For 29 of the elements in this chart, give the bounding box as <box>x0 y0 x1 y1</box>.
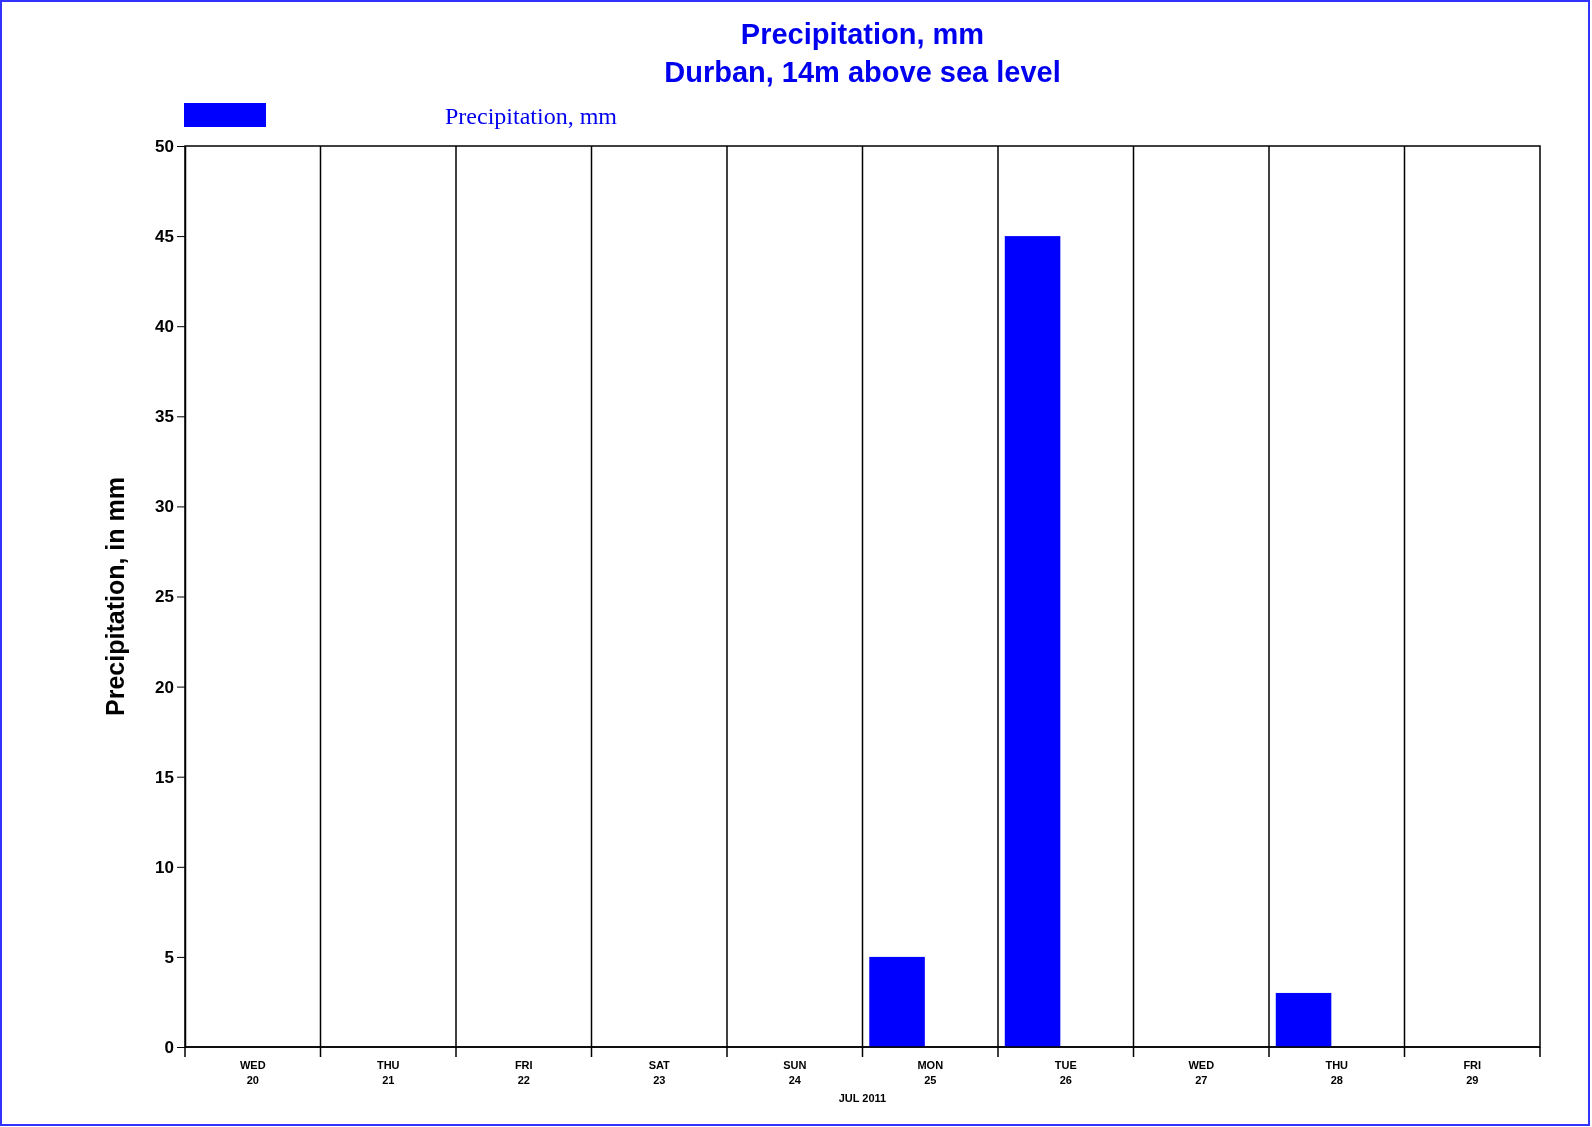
x-tick-label: FRI 22 <box>514 1059 533 1086</box>
text: Precipitation, mm <box>445 103 618 129</box>
bar <box>1004 236 1061 1047</box>
y-tick-label: 5 <box>164 947 174 967</box>
x-axis-title: JUL 2011 <box>838 1092 887 1104</box>
x-tick-label: WED 27 <box>1188 1059 1215 1086</box>
x-tick-label: THU 28 <box>1325 1059 1349 1086</box>
x-tick-label: MON 25 <box>917 1059 944 1086</box>
bar <box>869 956 925 1047</box>
x-tick-label: TUE 26 <box>1054 1059 1077 1086</box>
y-tick-label: 10 <box>155 857 174 877</box>
y-tick-label: 50 <box>155 136 174 156</box>
y-axis-title: Precipitation, in mm <box>101 477 129 716</box>
chart-subtitle: Durban, 14m above sea level <box>664 56 1061 88</box>
x-tick-label: SAT 23 <box>648 1059 671 1086</box>
y-tick-label: 45 <box>155 227 174 247</box>
x-tick-label: FRI 29 <box>1463 1059 1482 1086</box>
y-tick-label: 25 <box>155 587 174 607</box>
y-tick-label: 20 <box>155 677 174 697</box>
x-tick-label: SUN 24 <box>783 1059 807 1086</box>
y-tick-label: 30 <box>155 497 174 517</box>
y-tick-label: 35 <box>155 407 174 427</box>
y-tick-label: 0 <box>164 1037 174 1057</box>
x-tick-label: WED 20 <box>239 1059 266 1086</box>
bar <box>1275 992 1332 1047</box>
y-tick-label: 40 <box>155 317 174 337</box>
y-tick-label: 15 <box>155 767 174 787</box>
x-tick-label: THU 21 <box>376 1059 400 1086</box>
chart-title: Precipitation, mm <box>740 18 985 50</box>
